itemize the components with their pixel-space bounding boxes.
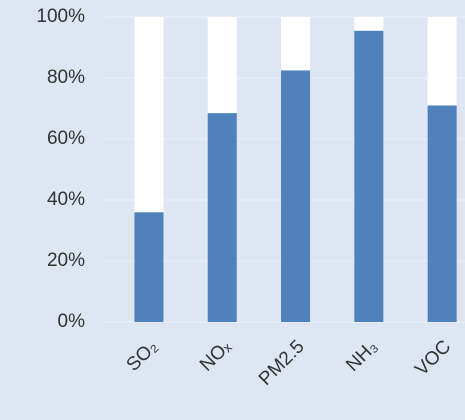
bar-segment	[427, 17, 457, 106]
y-tick-label: 0%	[58, 311, 86, 332]
bar-segment	[354, 17, 384, 31]
y-tick-label: 20%	[47, 250, 85, 271]
y-tick-label: 60%	[47, 128, 85, 149]
bar-segment	[207, 17, 237, 114]
bar-segment	[281, 17, 311, 71]
bar-segment	[354, 30, 384, 322]
y-tick-label: 80%	[47, 67, 85, 88]
y-tick-label: 100%	[36, 6, 85, 27]
bar-segment	[427, 105, 457, 322]
y-tick-label: 40%	[47, 189, 85, 210]
bar-segment	[134, 17, 164, 213]
bar-segment	[281, 70, 311, 322]
bar-segment	[207, 113, 237, 322]
bar-segment	[134, 212, 164, 322]
